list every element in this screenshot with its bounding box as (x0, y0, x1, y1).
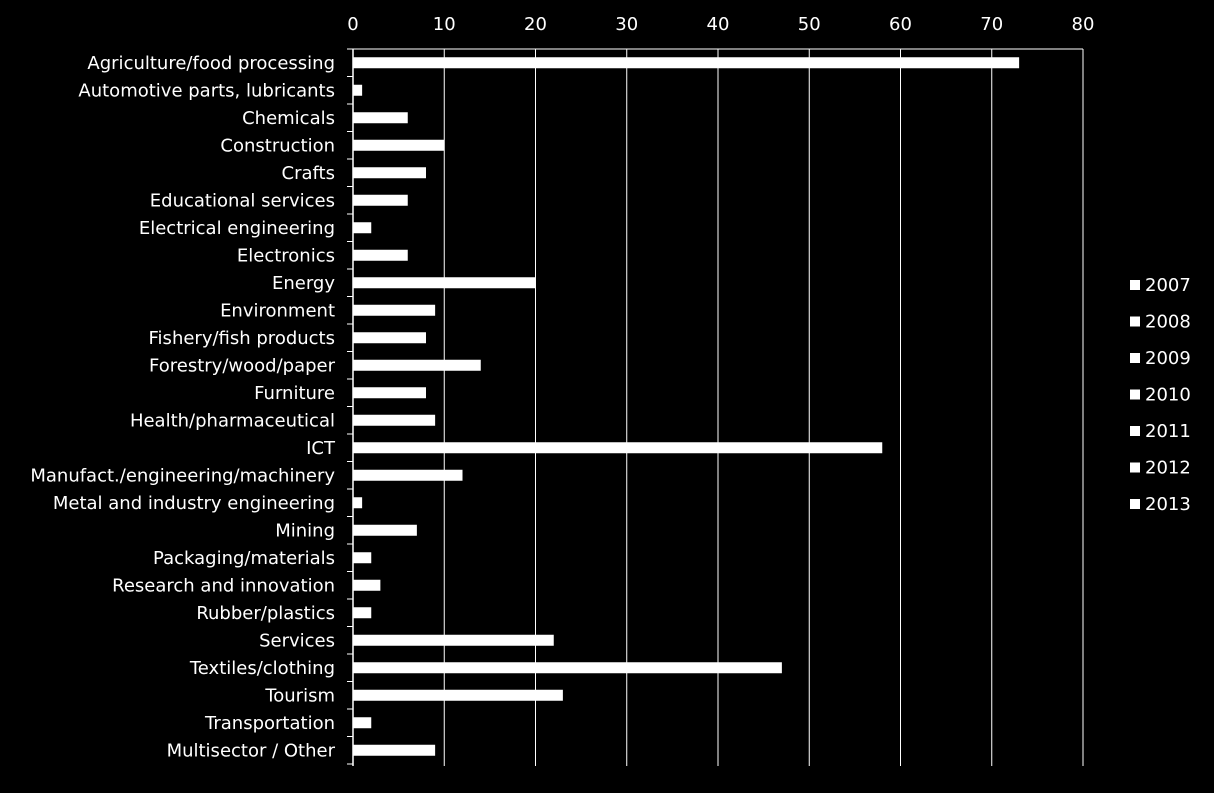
category-label: Packaging/materials (153, 548, 335, 569)
bar-4 (353, 139, 445, 151)
gridlines (443, 49, 1084, 766)
bar-7 (353, 222, 372, 234)
bar-5 (353, 167, 426, 179)
bar-3 (353, 112, 408, 124)
x-tick-label: 20 (524, 14, 547, 35)
bar-21 (353, 607, 372, 619)
bar-6 (353, 194, 408, 206)
category-label: Textiles/clothing (189, 658, 335, 679)
bar-10 (353, 304, 436, 316)
bar-19 (353, 552, 372, 564)
category-label: Research and innovation (112, 575, 335, 596)
category-label: Rubber/plastics (196, 603, 335, 624)
legend-swatch (1130, 462, 1140, 473)
legend-label: 2011 (1145, 421, 1191, 442)
x-tick-label: 10 (433, 14, 456, 35)
bar-11 (353, 332, 426, 344)
bar-23 (353, 662, 782, 674)
legend-swatch (1130, 499, 1140, 509)
x-tick-label: 80 (1072, 14, 1095, 35)
legend-label: 2007 (1145, 275, 1191, 296)
category-label: Construction (220, 135, 335, 156)
category-label: Forestry/wood/paper (149, 355, 336, 376)
legend-label: 2010 (1145, 385, 1191, 406)
category-label: Transportation (204, 713, 335, 734)
bars (353, 57, 1020, 756)
bar-13 (353, 387, 426, 399)
x-tick-label: 30 (615, 14, 638, 35)
category-label: Services (259, 630, 335, 651)
axes (347, 48, 1083, 766)
category-label: Automotive parts, lubricants (78, 80, 335, 101)
category-label: Agriculture/food processing (87, 53, 335, 74)
category-label: Environment (220, 300, 335, 321)
x-tick-label: 0 (347, 14, 358, 35)
bar-16 (353, 469, 463, 481)
bar-20 (353, 579, 381, 591)
legend-label: 2008 (1145, 312, 1191, 333)
x-axis-ticks: 0 10 20 30 40 50 60 70 80 (347, 14, 1094, 35)
legend-swatch (1130, 280, 1140, 290)
bar-25 (353, 717, 372, 729)
category-label: Health/pharmaceutical (130, 410, 335, 431)
category-label: Educational services (150, 190, 335, 211)
legend-label: 2012 (1145, 458, 1191, 479)
category-label: Furniture (254, 383, 335, 404)
legend-swatch (1130, 353, 1140, 363)
legend-swatch (1130, 389, 1140, 400)
bar-14 (353, 414, 436, 426)
category-label: Manufact./engineering/machinery (30, 465, 335, 486)
legend-label: 2009 (1145, 348, 1191, 369)
legend: 2007 2008 2009 2010 2011 2012 2013 (1130, 275, 1191, 515)
category-label: Electronics (237, 245, 335, 266)
bar-17 (353, 497, 363, 509)
x-tick-label: 50 (798, 14, 821, 35)
bar-26 (353, 744, 436, 756)
legend-swatch (1130, 426, 1140, 436)
bar-22 (353, 634, 554, 646)
legend-label: 2013 (1145, 494, 1191, 515)
category-label: Mining (275, 520, 335, 541)
bar-9 (353, 277, 536, 289)
legend-swatch (1130, 316, 1140, 327)
bar-18 (353, 524, 417, 536)
category-label: Tourism (264, 685, 335, 706)
x-tick-label: 70 (980, 14, 1003, 35)
category-label: Multisector / Other (167, 740, 336, 761)
bar-15 (353, 442, 883, 454)
category-label: Energy (272, 273, 335, 294)
x-tick-label: 40 (707, 14, 730, 35)
bar-24 (353, 689, 563, 701)
x-tick-label: 60 (889, 14, 912, 35)
bar-1 (353, 57, 1020, 69)
category-label: Metal and industry engineering (53, 493, 335, 514)
bar-12 (353, 359, 481, 371)
category-label: ICT (306, 438, 336, 459)
category-label: Fishery/fish products (149, 328, 335, 349)
category-labels: Agriculture/food processing Automotive pa… (30, 53, 336, 762)
category-label: Electrical engineering (139, 218, 335, 239)
category-label: Crafts (282, 163, 335, 184)
bar-2 (353, 84, 363, 96)
bar-8 (353, 249, 408, 261)
category-label: Chemicals (242, 108, 335, 129)
